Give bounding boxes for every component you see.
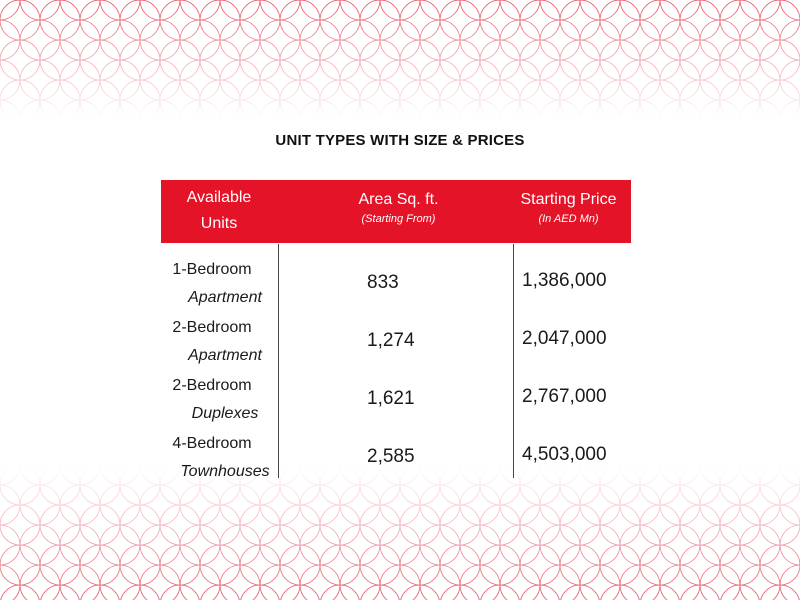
unit-type-cell: 2-Bedroom Duplexes	[161, 372, 279, 428]
unit-type-cell: 4-Bedroom Townhouses	[161, 430, 279, 486]
header-area: Area Sq. ft. (Starting From)	[331, 180, 466, 250]
header-area-label: Area Sq. ft.	[358, 191, 439, 208]
table-row: 4-Bedroom Townhouses 2,585 4,503,000	[161, 430, 631, 488]
price-value: 1,386,000	[522, 270, 607, 291]
table-row: 1-Bedroom Apartment 833 1,386,000	[161, 256, 631, 314]
header-area-sublabel: (Starting From)	[361, 213, 436, 225]
header-units-line1: Available	[186, 189, 252, 206]
unit-type: 4-Bedroom	[172, 435, 252, 452]
price-value: 4,503,000	[522, 444, 607, 465]
unit-type: 1-Bedroom	[172, 261, 252, 278]
area-value: 1,274	[367, 330, 415, 351]
area-value: 833	[367, 272, 399, 293]
unit-subtype: Townhouses	[180, 463, 270, 480]
unit-type-cell: 2-Bedroom Apartment	[161, 314, 279, 370]
area-value: 1,621	[367, 388, 415, 409]
price-value: 2,767,000	[522, 386, 607, 407]
unit-type: 2-Bedroom	[172, 319, 252, 336]
header-price-label: Starting Price	[520, 191, 617, 208]
column-divider	[278, 244, 279, 478]
unit-type: 2-Bedroom	[172, 377, 252, 394]
header-price: Starting Price (In AED Mn)	[506, 180, 631, 250]
unit-type-cell: 1-Bedroom Apartment	[161, 256, 279, 312]
header-available-units: Available Units	[161, 180, 277, 248]
header-units-line2: Units	[200, 215, 238, 232]
header-price-sublabel: (In AED Mn)	[538, 213, 599, 225]
area-value: 2,585	[367, 446, 415, 467]
table-header: Available Units Area Sq. ft. (Starting F…	[161, 180, 631, 243]
price-value: 2,047,000	[522, 328, 607, 349]
unit-subtype: Apartment	[188, 289, 262, 306]
table-row: 2-Bedroom Apartment 1,274 2,047,000	[161, 314, 631, 372]
column-divider	[513, 244, 514, 478]
page-title: UNIT TYPES WITH SIZE & PRICES	[275, 132, 525, 149]
unit-subtype: Apartment	[188, 347, 262, 364]
decorative-pattern-top	[0, 0, 800, 120]
unit-subtype: Duplexes	[191, 405, 259, 422]
table-row: 2-Bedroom Duplexes 1,621 2,767,000	[161, 372, 631, 430]
